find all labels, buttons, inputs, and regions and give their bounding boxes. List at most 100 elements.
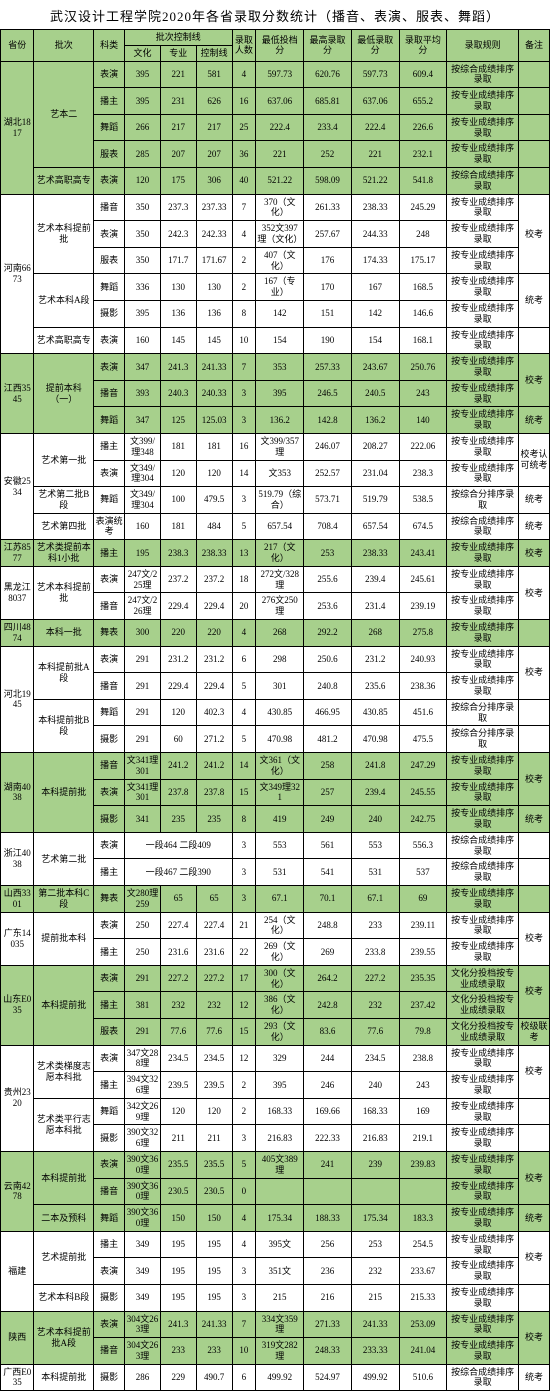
cell: 234.5 — [160, 1045, 196, 1072]
cell: 146.6 — [399, 300, 447, 327]
cell: 240 — [351, 1072, 399, 1099]
cell: 二本及预科 — [34, 1205, 94, 1232]
cell: 232 — [351, 992, 399, 1019]
cell: 播音 — [94, 673, 125, 700]
cell: 艺术第二批 — [34, 832, 94, 885]
cell: 334文359理 — [256, 1311, 304, 1338]
cell: 154 — [351, 327, 399, 354]
cell: 252.57 — [304, 460, 352, 487]
col-count: 录取人数 — [232, 30, 256, 62]
cell: 摄影 — [94, 806, 125, 833]
cell: 艺术第四批 — [34, 513, 94, 540]
cell: 247.29 — [399, 753, 447, 780]
cell: 5 — [232, 513, 256, 540]
cell: 238.8 — [399, 1045, 447, 1072]
cell: 221 — [160, 61, 196, 88]
cell: 本科一批 — [34, 620, 94, 647]
cell: 175.34 — [256, 1205, 304, 1232]
col-avg: 录取平均分 — [399, 30, 447, 62]
cell: 按专业成绩排序录取 — [447, 194, 519, 221]
cell: 655.2 — [399, 88, 447, 115]
cell: 6 — [232, 1364, 256, 1391]
col-culture: 文化 — [125, 45, 161, 61]
cell: 播主 — [94, 88, 125, 115]
cell: 598.09 — [304, 167, 352, 194]
cell: 237.8 — [160, 779, 196, 806]
cell: 239.4 — [351, 779, 399, 806]
cell: 120 — [196, 1098, 232, 1125]
table-header: 省份 批次 科类 批次控制线 录取人数 最低投档分 最高录取分 最低录取分 录取… — [1, 30, 550, 62]
cell: 77.6 — [351, 1018, 399, 1045]
cell: 169 — [399, 1098, 447, 1125]
cell: 校考 — [518, 965, 549, 1018]
cell: 本科提前批 — [34, 1364, 94, 1391]
cell: 按综合成绩排序录取 — [447, 1364, 519, 1391]
table-row: 湖北1817艺本二表演3952215814597.73620.76597.736… — [1, 61, 550, 88]
page-title: 武汉设计工程学院2020年各省录取分数统计（播音、表演、服表、舞蹈） — [0, 0, 550, 29]
cell: 221 — [256, 141, 304, 168]
cell: 195 — [196, 1258, 232, 1285]
cell: 表演 — [94, 1311, 125, 1338]
cell: 本科提前批 — [34, 753, 94, 833]
cell: 451.6 — [399, 699, 447, 726]
cell: 10 — [232, 1338, 256, 1365]
score-table: 省份 批次 科类 批次控制线 录取人数 最低投档分 最高录取分 最低录取分 录取… — [0, 29, 550, 1391]
cell: 2 — [232, 1072, 256, 1099]
cell: 播音 — [94, 1178, 125, 1205]
cell — [518, 141, 549, 168]
cell: 238.33 — [351, 194, 399, 221]
cell: 620.76 — [304, 61, 352, 88]
cell: 573.71 — [304, 487, 352, 514]
cell: 250 — [125, 939, 161, 966]
cell: 291 — [125, 699, 161, 726]
cell: 按专业成绩排序录取 — [447, 912, 519, 939]
cell: 381 — [125, 992, 161, 1019]
cell: 4 — [232, 620, 256, 647]
cell: 637.06 — [351, 88, 399, 115]
cell: 统考 — [518, 274, 549, 327]
cell: 215.33 — [399, 1284, 447, 1311]
cell: 195 — [125, 540, 161, 567]
cell: 3 — [232, 832, 256, 859]
cell: 353 — [256, 354, 304, 381]
cell: 表演 — [94, 1151, 125, 1178]
cell: 服表 — [94, 247, 125, 274]
cell: 231.6 — [196, 939, 232, 966]
cell: 233 — [196, 1338, 232, 1365]
cell: 15 — [232, 779, 256, 806]
cell — [304, 1178, 352, 1205]
cell: 130 — [160, 274, 196, 301]
cell: 249 — [304, 806, 352, 833]
cell: 207 — [160, 141, 196, 168]
cell: 237.2 — [196, 566, 232, 593]
cell: 142.8 — [304, 407, 352, 434]
cell: 253.6 — [304, 593, 352, 620]
table-row: 广东14035提前批本科表演250227.4227.421254（文化）248.… — [1, 912, 550, 939]
cell: 247文/225理 — [125, 566, 161, 593]
cell: 227.2 — [196, 965, 232, 992]
cell: 226.6 — [399, 114, 447, 141]
cell: 349 — [125, 1284, 161, 1311]
cell: 120 — [160, 699, 196, 726]
cell: 湖北1817 — [1, 61, 34, 194]
cell: 240 — [351, 806, 399, 833]
cell: 229.4 — [196, 593, 232, 620]
cell: 470.98 — [351, 726, 399, 753]
cell: 581 — [196, 61, 232, 88]
cell: 481.2 — [304, 726, 352, 753]
table-row: 艺术类平行志愿本科批舞蹈342文269理1201202168.33169.661… — [1, 1098, 550, 1125]
cell: 140 — [399, 407, 447, 434]
cell: 江西3545 — [1, 354, 34, 434]
cell: 347 — [125, 354, 161, 381]
cell: 238.3 — [160, 540, 196, 567]
cell: 395 — [256, 1072, 304, 1099]
cell: 表演 — [94, 354, 125, 381]
cell: 4 — [232, 1231, 256, 1258]
cell: 272文/328理 — [256, 566, 304, 593]
cell: 舞表 — [94, 886, 125, 913]
cell: 393 — [125, 380, 161, 407]
cell: 2 — [232, 247, 256, 274]
cell: 校考 — [518, 1045, 549, 1098]
cell: 553 — [351, 832, 399, 859]
cell: 15 — [232, 1018, 256, 1045]
